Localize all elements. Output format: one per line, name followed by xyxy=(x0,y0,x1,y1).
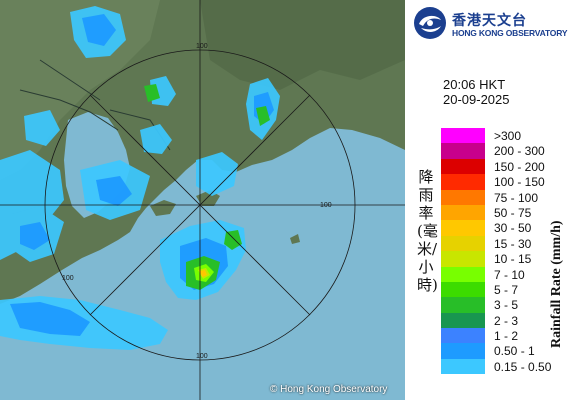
legend-row: 150 - 200 xyxy=(441,158,577,175)
range-label-east: 100 xyxy=(320,202,332,209)
legend-swatch xyxy=(441,128,485,144)
legend-row: 10 - 15 xyxy=(441,251,577,267)
legend-row: 2 - 3 xyxy=(441,312,577,329)
legend-swatch xyxy=(441,343,485,359)
map-copyright: © Hong Kong Observatory xyxy=(270,384,388,395)
observatory-name-en: HONG KONG OBSERVATORY xyxy=(452,28,568,38)
legend-label: 75 - 100 xyxy=(494,190,539,205)
legend-label: 200 - 300 xyxy=(494,144,545,159)
legend-label: 0.50 - 1 xyxy=(494,344,535,359)
legend-title-en: Rainfall Rate (mm/h) xyxy=(549,220,564,348)
legend-row: 5 - 7 xyxy=(441,281,577,298)
legend-row: 75 - 100 xyxy=(441,189,577,205)
legend-panel: 香港天文台 HONG KONG OBSERVATORY 20:06 HKT 20… xyxy=(405,0,577,400)
legend-row: 3 - 5 xyxy=(441,297,577,313)
legend-label: 1 - 2 xyxy=(494,329,519,344)
legend-label: 7 - 10 xyxy=(494,267,525,282)
legend-label: 100 - 150 xyxy=(494,175,545,190)
legend-swatch xyxy=(441,297,485,313)
island xyxy=(290,234,300,244)
legend-swatch xyxy=(441,174,485,190)
range-label-south: 100 xyxy=(196,353,208,360)
legend-swatch xyxy=(441,220,485,236)
legend-label: 3 - 5 xyxy=(494,298,519,313)
legend-row: 100 - 150 xyxy=(441,174,577,190)
observatory-logo-icon xyxy=(414,7,446,39)
legend-label: 5 - 7 xyxy=(494,282,519,297)
rain-echoes-heavy xyxy=(144,84,270,290)
legend-row: 7 - 10 xyxy=(441,266,577,282)
range-label-southwest: 100 xyxy=(62,275,74,282)
range-ring-labels: 100 100 100 100 xyxy=(62,43,332,360)
range-label-north: 100 xyxy=(196,43,208,50)
range-rings xyxy=(0,0,405,400)
legend-swatch xyxy=(441,204,485,221)
legend-swatch xyxy=(441,143,485,159)
legend-swatch xyxy=(441,266,485,282)
legend-label: >300 xyxy=(494,129,522,143)
legend-label: 30 - 50 xyxy=(494,221,532,236)
legend-swatch xyxy=(441,251,485,267)
legend-label: 150 - 200 xyxy=(494,159,545,174)
legend-row: 30 - 50 xyxy=(441,220,577,236)
legend-row: >300 xyxy=(441,128,577,144)
legend-swatch xyxy=(441,312,485,329)
legend-title-cn: 降雨率(毫米/小時) xyxy=(417,168,438,294)
radar-map: 100 100 100 100 © Hong Kong Observatory xyxy=(0,0,405,400)
legend-row: 0.15 - 0.50 xyxy=(441,358,577,375)
land-texture xyxy=(200,0,405,90)
radar-time: 20:06 HKT xyxy=(443,77,506,92)
legend-swatch xyxy=(441,158,485,175)
legend-row: 0.50 - 1 xyxy=(441,343,577,359)
legend-label: 0.15 - 0.50 xyxy=(494,359,552,374)
island xyxy=(150,200,176,216)
legend-row: 200 - 300 xyxy=(441,143,577,159)
legend-swatch xyxy=(441,281,485,298)
rainfall-legend: >300 200 - 300 150 - 200 100 - 150 75 - 100 5… xyxy=(441,128,577,375)
legend-label: 15 - 30 xyxy=(494,236,532,251)
radar-map-canvas: 100 100 100 100 xyxy=(0,0,405,400)
legend-swatch xyxy=(441,358,485,375)
observatory-logo: 香港天文台 HONG KONG OBSERVATORY xyxy=(413,6,573,42)
legend-label: 2 - 3 xyxy=(494,313,519,328)
legend-label: 50 - 75 xyxy=(494,205,532,220)
legend-label: 10 - 15 xyxy=(494,252,532,267)
legend-swatch xyxy=(441,235,485,252)
legend-swatch xyxy=(441,328,485,344)
radar-date: 20-09-2025 xyxy=(443,92,510,107)
legend-row: 1 - 2 xyxy=(441,328,577,344)
legend-swatch xyxy=(441,189,485,205)
legend-row: 50 - 75 xyxy=(441,204,577,221)
observatory-name-cn: 香港天文台 xyxy=(452,13,527,29)
legend-row: 15 - 30 xyxy=(441,235,577,252)
